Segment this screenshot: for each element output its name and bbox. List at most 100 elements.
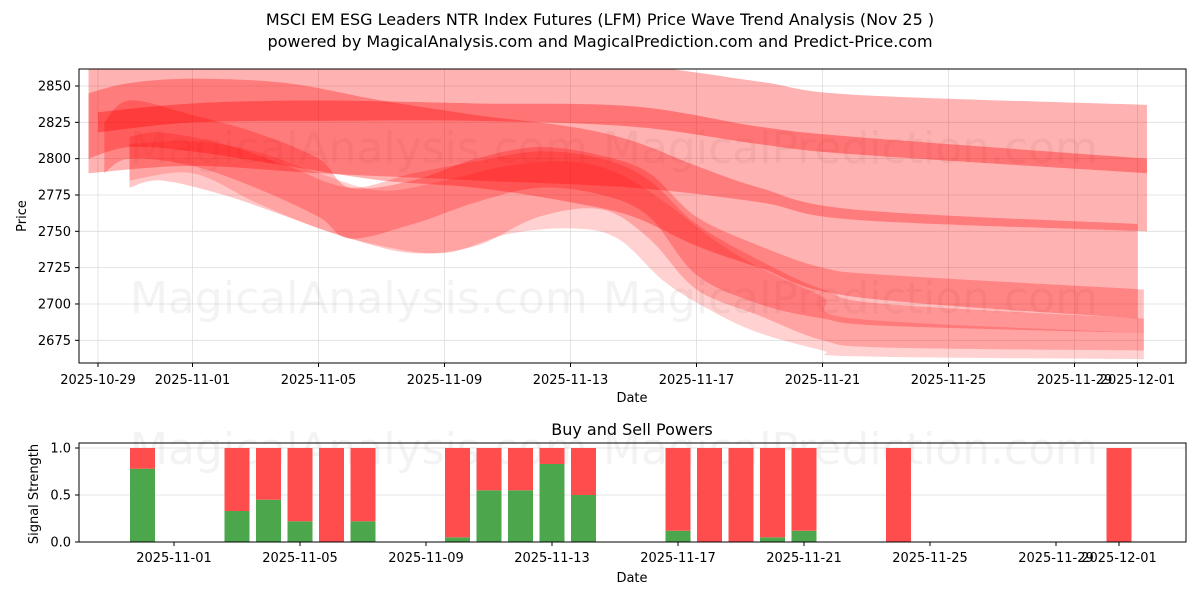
signal-bar bbox=[886, 448, 911, 542]
y-tick-label: 2775 bbox=[38, 188, 71, 203]
price-y-axis: 2675 2700 2725 2750 2775 2800 2825 2850 bbox=[38, 80, 79, 349]
signal-bars bbox=[130, 448, 1132, 542]
buy-bar-segment bbox=[130, 468, 155, 542]
signal-bar bbox=[476, 448, 502, 542]
signal-y-axis: 0.0 0.5 1.0 bbox=[50, 442, 79, 551]
y-tick-label: 2825 bbox=[38, 116, 71, 131]
wave-band bbox=[129, 140, 1144, 360]
y-tick-label: 2700 bbox=[38, 297, 71, 312]
signal-bar bbox=[791, 448, 817, 542]
x-tick-label: 2025-11-13 bbox=[533, 373, 609, 388]
signal-bar bbox=[445, 448, 470, 542]
x-tick-label: 2025-12-01 bbox=[1100, 373, 1176, 388]
price-watermarks: MagicalAnalysis.com MagicalPrediction.com… bbox=[130, 123, 1098, 324]
y-tick-label: 2750 bbox=[38, 225, 71, 240]
sell-bar-segment bbox=[445, 448, 470, 538]
wave-band bbox=[88, 78, 1138, 319]
sell-bar-segment bbox=[508, 448, 533, 491]
signal-x-axis-label: Date bbox=[616, 571, 647, 586]
y-tick-label: 1.0 bbox=[50, 442, 71, 457]
x-tick-label: 2025-11-01 bbox=[136, 551, 212, 566]
sell-bar-segment bbox=[665, 448, 691, 531]
sell-bar-segment bbox=[886, 448, 911, 542]
sell-bar-segment bbox=[130, 448, 155, 469]
buy-bar-segment bbox=[256, 499, 281, 542]
x-tick-label: 2025-11-21 bbox=[785, 373, 861, 388]
sell-bar-segment bbox=[256, 448, 281, 500]
x-tick-label: 2025-11-01 bbox=[155, 373, 231, 388]
signal-y-axis-label: Signal Strength bbox=[27, 444, 42, 544]
price-plot-frame bbox=[78, 68, 1187, 364]
signal-x-axis: 2025-11-01 2025-11-05 2025-11-09 2025-11-13… bbox=[136, 542, 1157, 566]
wave-band bbox=[104, 100, 1144, 334]
signal-bar bbox=[319, 448, 344, 542]
signal-bar bbox=[539, 448, 565, 542]
sell-bar-segment bbox=[539, 448, 565, 464]
buy-bar-segment bbox=[760, 537, 785, 542]
sell-bar-segment bbox=[697, 448, 722, 542]
x-tick-label: 2025-11-21 bbox=[766, 551, 842, 566]
signal-bar bbox=[697, 448, 722, 542]
price-x-axis: 2025-10-29 2025-11-01 2025-11-05 2025-11-09… bbox=[60, 363, 1175, 388]
sell-bar-segment bbox=[760, 448, 785, 538]
sell-bar-segment bbox=[1106, 448, 1132, 542]
buy-bar-segment bbox=[791, 530, 817, 542]
x-tick-label: 2025-11-17 bbox=[640, 551, 716, 566]
x-tick-label: 2025-11-05 bbox=[281, 373, 357, 388]
watermark-text: MagicalPrediction.com bbox=[603, 123, 1098, 174]
price-y-axis-label: Price bbox=[15, 200, 30, 232]
y-tick-label: 2675 bbox=[38, 334, 71, 349]
sell-bar-segment bbox=[791, 448, 817, 531]
x-tick-label: 2025-12-01 bbox=[1081, 551, 1157, 566]
sell-bar-segment bbox=[287, 448, 313, 522]
y-tick-label: 0.0 bbox=[50, 536, 71, 551]
price-wave-bands bbox=[88, 69, 1147, 360]
y-tick-label: 2850 bbox=[38, 80, 71, 95]
wave-band bbox=[129, 132, 1144, 351]
sell-bar-segment bbox=[476, 448, 502, 491]
sell-bar-segment bbox=[728, 448, 754, 542]
signal-bar bbox=[571, 448, 596, 542]
watermark-text: MagicalAnalysis.com bbox=[130, 123, 588, 174]
sell-bar-segment bbox=[571, 448, 596, 495]
signal-bar bbox=[287, 448, 313, 542]
x-tick-label: 2025-11-05 bbox=[262, 551, 338, 566]
signal-bar bbox=[130, 448, 155, 542]
x-tick-label: 2025-11-29 bbox=[1037, 373, 1113, 388]
buy-bar-segment bbox=[445, 537, 470, 542]
signal-plot-frame bbox=[78, 442, 1187, 543]
x-tick-label: 2025-10-29 bbox=[60, 373, 136, 388]
signal-bar bbox=[665, 448, 691, 542]
x-tick-label: 2025-11-09 bbox=[388, 551, 464, 566]
buy-bar-segment bbox=[539, 463, 565, 542]
wave-band bbox=[98, 100, 1147, 174]
buy-bar-segment bbox=[665, 530, 691, 542]
x-tick-label: 2025-11-13 bbox=[514, 551, 590, 566]
signal-bar bbox=[224, 448, 250, 542]
signal-bar bbox=[508, 448, 533, 542]
y-tick-label: 0.5 bbox=[50, 489, 71, 504]
chart-title: MSCI EM ESG Leaders NTR Index Futures (L… bbox=[265, 10, 935, 29]
y-tick-label: 2725 bbox=[38, 261, 71, 276]
signal-bar bbox=[728, 448, 754, 542]
buy-bar-segment bbox=[287, 521, 313, 542]
signal-bar bbox=[256, 448, 281, 542]
price-grid bbox=[79, 69, 1186, 363]
signal-bar bbox=[1106, 448, 1132, 542]
watermark-text: MagicalPrediction.com bbox=[603, 273, 1098, 324]
buy-bar-segment bbox=[476, 490, 502, 542]
x-tick-label: 2025-11-25 bbox=[911, 373, 987, 388]
price-x-axis-label: Date bbox=[616, 391, 647, 406]
wave-band bbox=[88, 69, 1147, 232]
sell-bar-segment bbox=[350, 448, 376, 522]
signal-bar bbox=[350, 448, 376, 542]
y-tick-label: 2800 bbox=[38, 152, 71, 167]
x-tick-label: 2025-11-17 bbox=[659, 373, 735, 388]
signal-bar bbox=[760, 448, 785, 542]
buy-bar-segment bbox=[350, 521, 376, 542]
buy-bar-segment bbox=[508, 490, 533, 542]
sell-bar-segment bbox=[319, 448, 344, 542]
buy-bar-segment bbox=[224, 510, 250, 542]
x-tick-label: 2025-11-09 bbox=[407, 373, 483, 388]
